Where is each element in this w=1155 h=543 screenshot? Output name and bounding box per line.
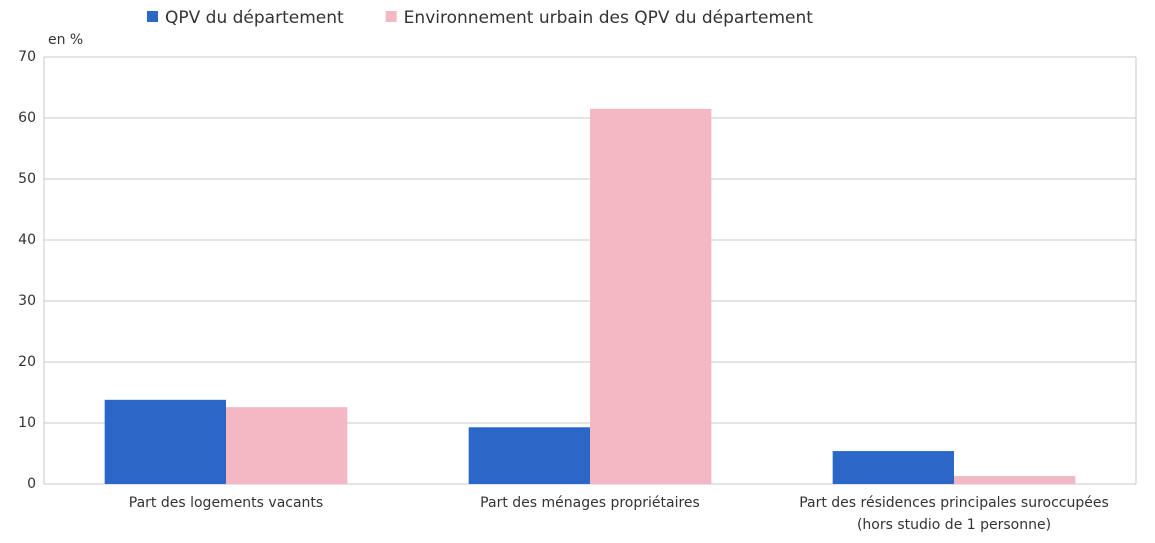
bar: [832, 451, 954, 484]
bar: [954, 476, 1076, 484]
legend-swatch: [385, 11, 397, 22]
y-axis-label: en %: [48, 32, 83, 48]
bar: [590, 108, 712, 484]
bar: [468, 427, 590, 484]
bar: [104, 399, 226, 484]
y-tick-label: 70: [18, 49, 36, 65]
y-tick-label: 60: [18, 110, 36, 126]
y-tick-label: 50: [18, 171, 36, 187]
legend-label: Environnement urbain des QPV du départem…: [404, 8, 814, 28]
legend-swatch: [147, 11, 158, 22]
bar: [226, 407, 348, 484]
x-tick-label: Part des résidences principales suroccup…: [799, 495, 1109, 533]
y-tick-label: 40: [18, 232, 36, 248]
y-tick-label: 10: [18, 415, 36, 431]
x-tick-label: Part des ménages propriétaires: [480, 495, 700, 511]
y-tick-label: 0: [27, 476, 36, 492]
y-tick-label: 20: [18, 354, 36, 370]
x-tick-label: Part des logements vacants: [128, 495, 324, 511]
legend-label: QPV du département: [165, 8, 344, 28]
y-tick-label: 30: [18, 293, 36, 309]
